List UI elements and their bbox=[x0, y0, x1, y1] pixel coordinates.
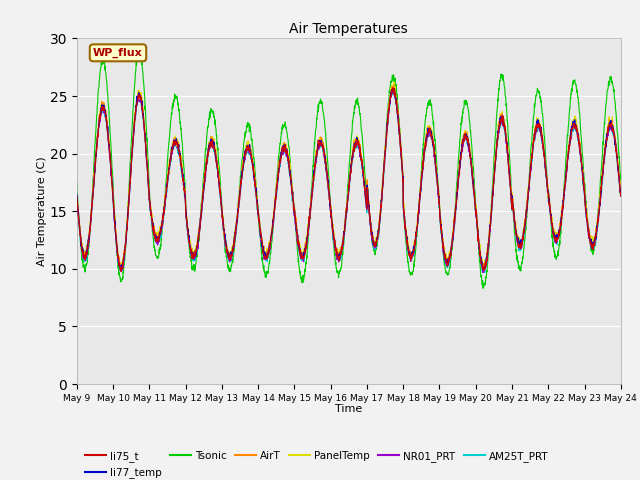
X-axis label: Time: Time bbox=[335, 404, 362, 414]
Legend: li75_t, li77_temp, Tsonic, AirT, PanelTemp, NR01_PRT, AM25T_PRT: li75_t, li77_temp, Tsonic, AirT, PanelTe… bbox=[82, 448, 552, 480]
Title: Air Temperatures: Air Temperatures bbox=[289, 22, 408, 36]
Y-axis label: Air Temperature (C): Air Temperature (C) bbox=[36, 156, 47, 266]
Text: WP_flux: WP_flux bbox=[93, 48, 143, 58]
